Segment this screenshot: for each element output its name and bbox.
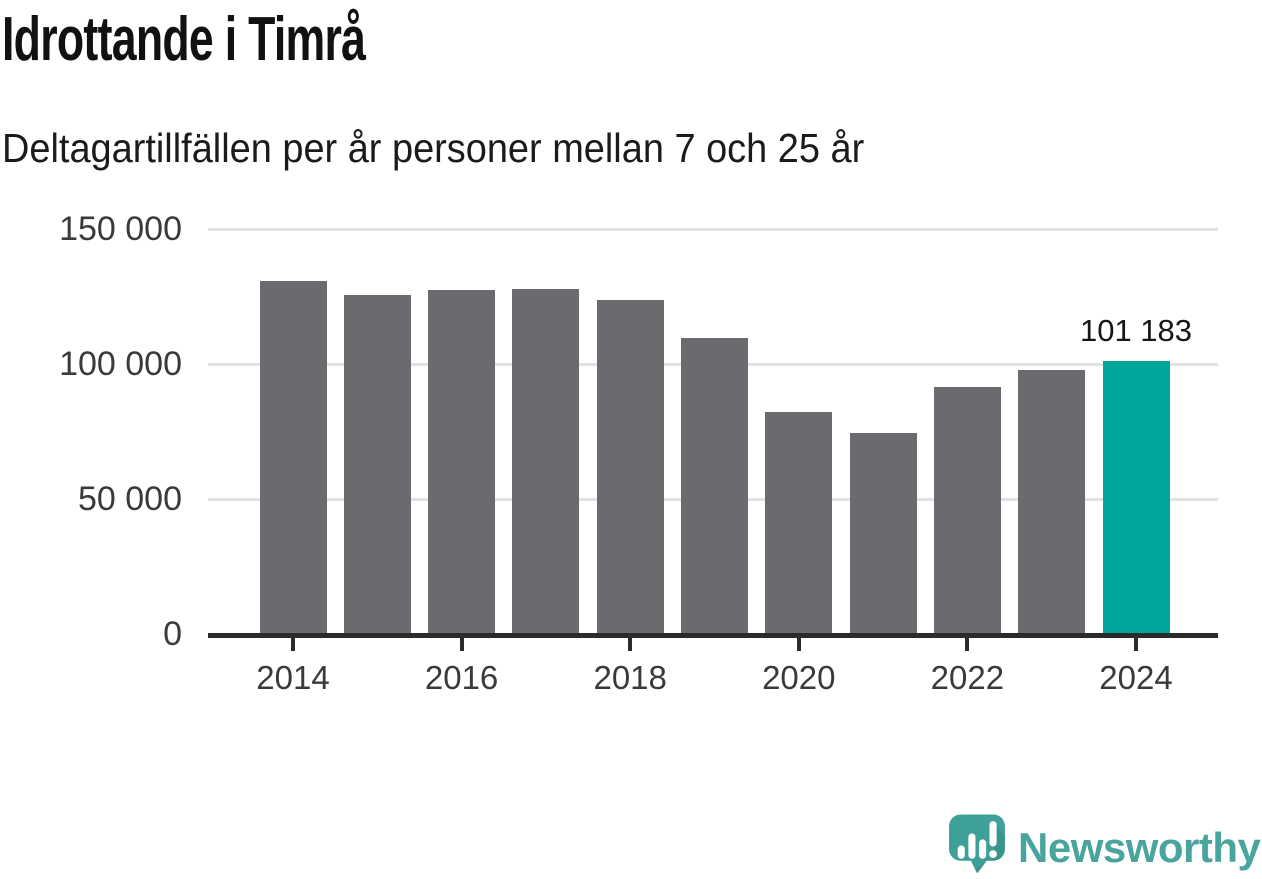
highlight-value-label: 101 183 xyxy=(1079,313,1193,348)
y-axis-label-0: 0 xyxy=(163,615,182,653)
bar-2019 xyxy=(681,338,748,634)
newsworthy-bubble-chart-icon xyxy=(949,814,1005,873)
newsworthy-wordmark: Newsworthy xyxy=(1018,824,1261,871)
bar-2020 xyxy=(765,412,832,634)
gridline-150000 xyxy=(208,227,1218,231)
x-axis-label-2014: 2014 xyxy=(256,659,330,696)
bar-2016 xyxy=(428,290,495,634)
bar-2023 xyxy=(1018,370,1085,634)
x-tick-2014 xyxy=(291,638,295,651)
bar-2017 xyxy=(512,289,579,634)
y-axis-label-50000: 50 000 xyxy=(78,480,182,518)
bar-2024 xyxy=(1103,361,1170,634)
x-axis-label-2016: 2016 xyxy=(424,659,499,696)
x-tick-2016 xyxy=(459,638,464,651)
bar-2015 xyxy=(344,295,411,634)
x-tick-2018 xyxy=(628,638,633,651)
x-tick-2024 xyxy=(1134,638,1138,651)
x-tick-2020 xyxy=(796,638,801,651)
chart-title: Idrottande i Timrå xyxy=(2,5,366,74)
x-axis-label-2024: 2024 xyxy=(1099,659,1173,696)
x-axis-label-2018: 2018 xyxy=(593,659,667,696)
chart-subtitle: Deltagartillfällen per år personer mella… xyxy=(2,125,865,171)
x-axis-label-2020: 2020 xyxy=(762,659,836,696)
y-axis-label-100000: 100 000 xyxy=(59,345,182,383)
newsworthy-logo: Newsworthy xyxy=(949,810,1262,879)
x-axis-label-2022: 2022 xyxy=(930,659,1005,696)
x-axis-line xyxy=(208,633,1218,638)
bar-2014 xyxy=(260,281,327,634)
bar-2018 xyxy=(597,300,664,634)
bar-2021 xyxy=(850,433,917,634)
bar-2022 xyxy=(934,387,1001,634)
y-axis-label-150000: 150 000 xyxy=(59,210,182,248)
x-tick-2022 xyxy=(965,638,970,651)
